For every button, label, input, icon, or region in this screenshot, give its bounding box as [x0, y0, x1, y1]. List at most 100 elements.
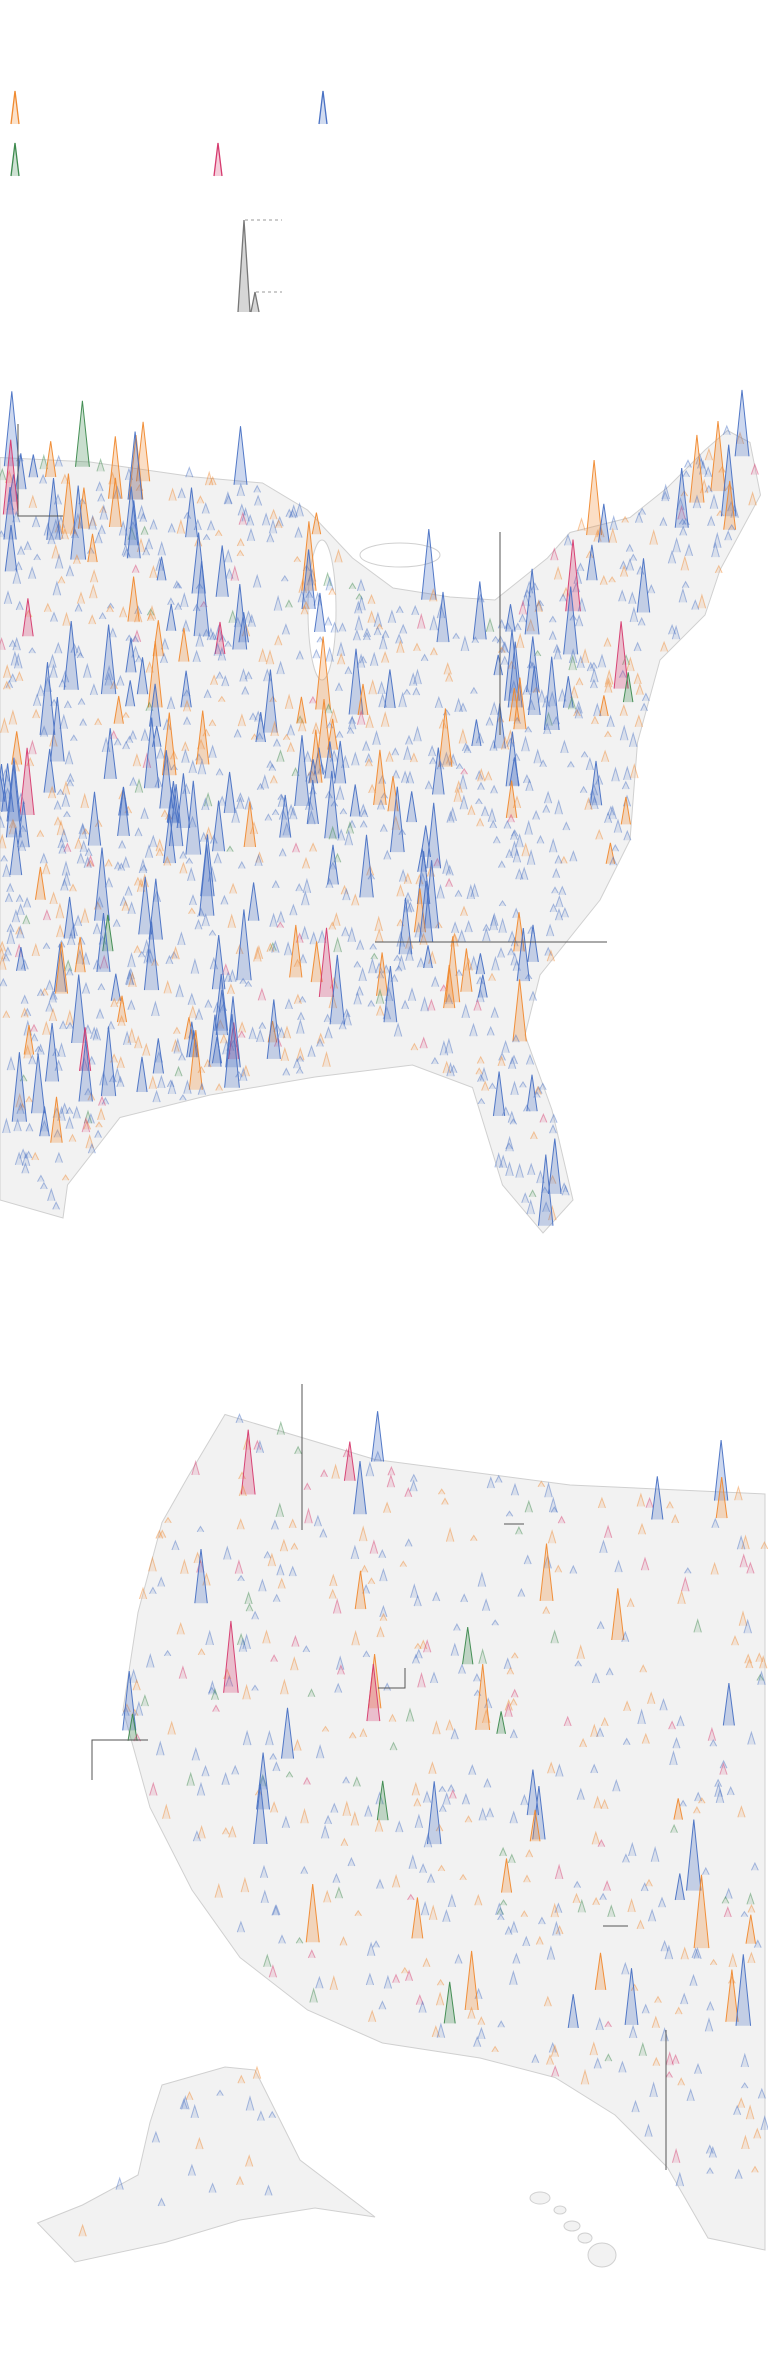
- spike: [709, 1738, 718, 1747]
- spike: [244, 980, 253, 987]
- spike: [300, 925, 309, 940]
- spike: [352, 629, 361, 641]
- spike: [89, 583, 98, 599]
- spike: [139, 864, 148, 872]
- spike: [414, 1813, 424, 1829]
- spike: [317, 929, 327, 944]
- spike: [598, 503, 610, 543]
- spike: [309, 1987, 318, 2003]
- spike: [6, 1055, 16, 1071]
- spike: [667, 549, 677, 564]
- spike: [747, 1951, 756, 1964]
- spike: [181, 2094, 190, 2110]
- spike: [603, 1524, 613, 1538]
- spike: [446, 810, 455, 823]
- spike: [23, 540, 32, 551]
- spike: [318, 927, 335, 998]
- spike: [225, 1674, 234, 1687]
- spike: [149, 683, 162, 727]
- spike: [435, 1991, 445, 2006]
- spike: [363, 627, 371, 638]
- spike: [464, 1815, 473, 1823]
- spike: [539, 1543, 554, 1601]
- spike: [445, 877, 454, 887]
- spike: [202, 533, 211, 541]
- spike: [147, 640, 163, 708]
- spike: [249, 712, 257, 721]
- spike: [4, 524, 18, 572]
- spike: [66, 778, 74, 787]
- spike: [628, 2024, 638, 2039]
- spike: [253, 484, 262, 493]
- spike: [751, 2165, 759, 2173]
- spike: [674, 468, 689, 528]
- spike: [684, 1567, 692, 1574]
- spike: [523, 1104, 531, 1112]
- spike: [592, 1896, 600, 1906]
- spike: [253, 1783, 268, 1845]
- spike: [190, 957, 200, 974]
- spike: [8, 673, 17, 683]
- spike: [0, 815, 5, 829]
- spike: [394, 964, 403, 972]
- spike: [268, 763, 277, 771]
- spike: [86, 854, 95, 867]
- spike: [549, 903, 558, 913]
- spike: [149, 1781, 158, 1796]
- spike: [99, 954, 109, 969]
- spike: [471, 636, 480, 643]
- spike: [373, 749, 387, 805]
- spike: [138, 1586, 148, 1600]
- spike: [660, 1939, 669, 1952]
- spike: [124, 486, 139, 546]
- spike: [39, 662, 56, 735]
- spike: [11, 731, 23, 765]
- spike: [489, 914, 498, 931]
- spike: [745, 2104, 755, 2120]
- spike: [256, 1752, 270, 1810]
- spike: [689, 434, 705, 503]
- spike: [78, 2223, 87, 2237]
- legend-spike: [250, 291, 260, 313]
- spike: [384, 669, 396, 709]
- spike: [3, 486, 17, 540]
- spike: [142, 1042, 151, 1056]
- spike: [365, 1972, 375, 1986]
- spike: [33, 553, 41, 561]
- spike: [253, 1439, 262, 1450]
- spike: [259, 1864, 269, 1878]
- spike: [191, 1459, 200, 1476]
- spike: [30, 1032, 39, 1042]
- spike: [45, 441, 57, 478]
- spike: [179, 1094, 187, 1101]
- spike: [611, 766, 620, 782]
- spike: [129, 1668, 138, 1684]
- spike: [339, 807, 348, 815]
- spike: [605, 842, 616, 864]
- spike: [315, 1975, 324, 1989]
- spike: [694, 1791, 703, 1802]
- spike: [278, 847, 287, 857]
- spike: [383, 1974, 393, 1989]
- spike: [575, 677, 584, 686]
- spike: [554, 854, 563, 864]
- spike: [36, 1043, 45, 1055]
- spike: [53, 1128, 62, 1138]
- spike: [64, 959, 73, 972]
- spike: [178, 1665, 188, 1679]
- spike: [23, 1044, 32, 1059]
- spike: [292, 842, 300, 853]
- spike: [422, 1790, 432, 1803]
- spike: [71, 974, 87, 1044]
- spike: [30, 1023, 38, 1032]
- spike: [427, 1873, 435, 1883]
- spike: [260, 1889, 269, 1904]
- spike: [231, 1764, 240, 1775]
- spike: [526, 1074, 538, 1112]
- spike: [62, 611, 71, 626]
- spike: [110, 997, 119, 1008]
- spike: [510, 829, 518, 840]
- spike: [427, 998, 436, 1011]
- spike: [527, 924, 539, 962]
- spike: [304, 1507, 313, 1524]
